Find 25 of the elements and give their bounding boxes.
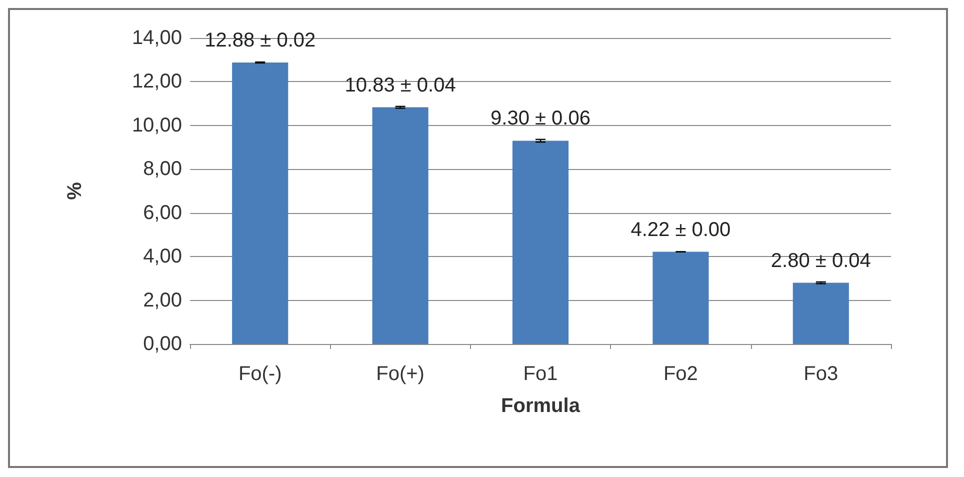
data-label: 2.80 ± 0.04 bbox=[770, 250, 871, 272]
bar bbox=[652, 252, 709, 344]
y-axis-title: % bbox=[64, 182, 86, 200]
bar bbox=[512, 140, 569, 344]
bar bbox=[372, 107, 428, 344]
data-label: 4.22 ± 0.00 bbox=[630, 218, 731, 241]
y-tick-label: 14,00 bbox=[132, 27, 182, 49]
y-tick-label: 10,00 bbox=[132, 114, 182, 136]
y-tick-label: 8,00 bbox=[143, 158, 182, 180]
x-tick-label: Fo3 bbox=[804, 363, 838, 385]
data-label: 9.30 ± 0.06 bbox=[490, 108, 590, 130]
x-tick-label: Fo(+) bbox=[376, 363, 424, 385]
y-tick-label: 12,00 bbox=[132, 70, 182, 93]
y-tick-label: 2,00 bbox=[143, 289, 182, 312]
x-tick-label: Fo2 bbox=[663, 363, 698, 385]
data-label: 10.83 ± 0.04 bbox=[344, 74, 456, 96]
y-tick-label: 0,00 bbox=[143, 333, 182, 355]
y-tick-label: 4,00 bbox=[143, 246, 182, 268]
x-axis-title: Formula bbox=[501, 395, 581, 417]
bar bbox=[232, 62, 288, 344]
y-tick-label: 6,00 bbox=[143, 202, 182, 224]
bar bbox=[792, 282, 849, 344]
data-label: 12.88 ± 0.02 bbox=[204, 29, 316, 52]
x-tick-label: Fo1 bbox=[523, 363, 558, 385]
x-tick-label: Fo(-) bbox=[238, 363, 282, 385]
